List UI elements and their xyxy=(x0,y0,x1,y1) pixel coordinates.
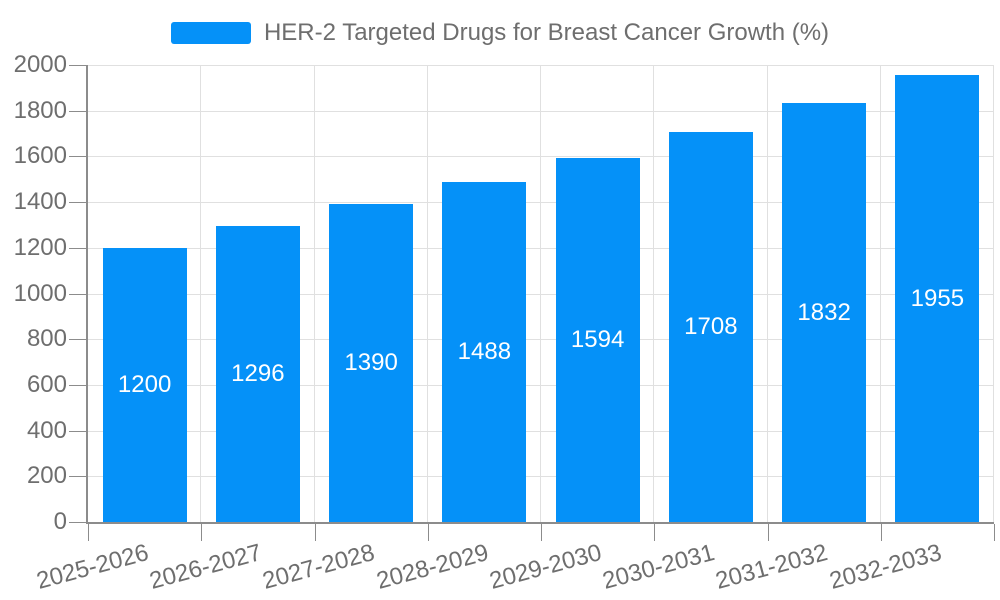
bar-value-label: 1296 xyxy=(231,359,285,387)
y-axis-tick xyxy=(69,293,86,295)
h-gridline xyxy=(88,430,994,432)
v-gridline xyxy=(200,65,202,522)
x-axis-tick-label: 2029-2030 xyxy=(486,539,605,595)
x-axis-tick-label: 2030-2031 xyxy=(599,539,718,595)
bar-value-label: 1200 xyxy=(117,370,172,398)
y-axis-tick xyxy=(69,522,86,523)
y-axis-tick-label: 1400 xyxy=(13,188,67,216)
bar-value-label: 1594 xyxy=(570,325,625,353)
legend-swatch xyxy=(170,22,251,44)
x-axis-tick xyxy=(314,524,316,541)
bar-value-label: 1390 xyxy=(344,349,398,377)
y-axis-tick-label: 1600 xyxy=(13,142,67,170)
bar[interactable] xyxy=(782,103,867,522)
x-axis-tick-label: 2028-2029 xyxy=(373,539,492,595)
bar[interactable] xyxy=(102,247,187,522)
v-gridline xyxy=(313,65,315,522)
y-axis-tick-label: 400 xyxy=(26,416,67,444)
h-gridline xyxy=(88,156,994,158)
y-axis-tick xyxy=(69,384,86,386)
y-axis-tick-label: 1200 xyxy=(13,233,67,261)
bar-value-label: 1708 xyxy=(684,312,738,340)
y-axis-tick-label: 1800 xyxy=(13,96,67,124)
y-axis-tick-label: 600 xyxy=(26,370,67,398)
v-gridline xyxy=(653,65,655,522)
y-axis-tick-label: 800 xyxy=(26,325,67,353)
h-gridline xyxy=(88,65,994,66)
bar[interactable] xyxy=(442,182,527,522)
x-axis-tick xyxy=(994,524,995,541)
h-gridline xyxy=(88,202,994,204)
x-axis-tick-label: 2025-2026 xyxy=(33,539,152,595)
legend-label: HER-2 Targeted Drugs for Breast Cancer G… xyxy=(263,19,830,46)
bar[interactable] xyxy=(668,131,753,522)
x-axis-tick xyxy=(767,524,769,541)
y-axis-tick-label: 0 xyxy=(53,508,67,535)
bar-value-label: 1955 xyxy=(910,284,965,312)
bar-value-label: 1832 xyxy=(797,298,851,326)
v-gridline xyxy=(426,65,428,522)
h-gridline xyxy=(88,293,994,295)
y-axis-tick-label: 1000 xyxy=(13,279,67,307)
h-gridline xyxy=(88,476,994,478)
v-gridline xyxy=(540,65,541,522)
y-axis-tick xyxy=(69,476,86,478)
y-axis-tick xyxy=(69,110,86,112)
x-axis-tick-label: 2026-2027 xyxy=(146,539,265,595)
h-gridline xyxy=(88,384,994,386)
x-axis-tick-label: 2031-2032 xyxy=(712,539,831,595)
y-axis-tick-label: 2000 xyxy=(13,51,67,78)
x-axis-tick-label: 2027-2028 xyxy=(259,539,378,595)
bar[interactable] xyxy=(329,204,414,522)
h-gridline xyxy=(88,247,994,249)
y-axis-tick xyxy=(69,430,86,432)
x-axis-tick-label: 2032-2033 xyxy=(826,539,945,595)
plot-area: 1200 1296 1390 1488 1594 1708 1832 1955 xyxy=(86,65,994,524)
y-axis-tick xyxy=(69,156,86,158)
bar[interactable] xyxy=(895,75,980,522)
x-axis-tick xyxy=(654,524,656,541)
x-axis-tick xyxy=(201,524,203,541)
bar-value-label: 1488 xyxy=(457,338,512,365)
y-axis-tick xyxy=(69,65,86,66)
bar[interactable] xyxy=(555,157,640,522)
x-axis-tick xyxy=(427,524,429,541)
y-axis-tick xyxy=(69,202,86,204)
bar[interactable] xyxy=(215,225,300,522)
y-axis-tick xyxy=(69,247,86,249)
x-axis-tick xyxy=(541,524,542,541)
x-axis-tick xyxy=(88,524,89,541)
h-gridline xyxy=(88,110,994,112)
v-gridline xyxy=(879,65,881,522)
y-axis-tick-label: 200 xyxy=(26,462,67,490)
v-gridline xyxy=(993,65,994,522)
y-axis-tick xyxy=(69,339,86,341)
x-axis-tick xyxy=(880,524,882,541)
h-gridline xyxy=(88,339,994,341)
chart-legend[interactable]: HER-2 Targeted Drugs for Breast Cancer G… xyxy=(0,20,1000,46)
v-gridline xyxy=(766,65,768,522)
